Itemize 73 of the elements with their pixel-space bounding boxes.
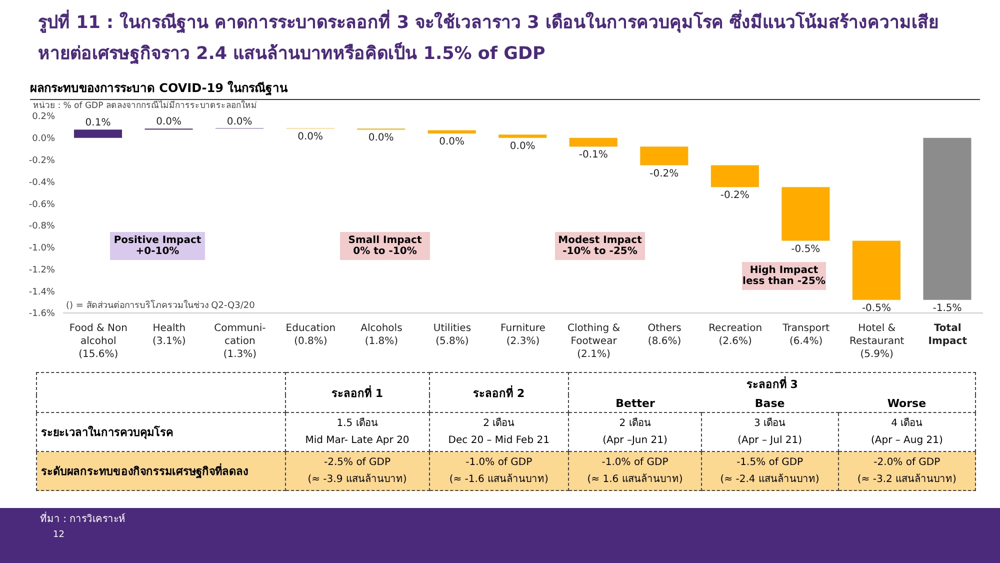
category-label: ระลอกที่ 1 bbox=[286, 372, 429, 412]
y-tick-label: -0.8% bbox=[28, 222, 56, 232]
text: 1.5 เดือน Mid Mar- Late Apr 20 bbox=[305, 418, 410, 446]
x-tick-label: Utilities (5.8%) bbox=[433, 323, 472, 347]
data-label: 0.0% bbox=[368, 132, 394, 144]
data-label: 0.0% bbox=[226, 116, 252, 128]
x-tick-label: Total Impact bbox=[928, 323, 968, 347]
category-label: ระดับผลกระทบของกิจกรรมเศรษฐกิจที่ลดลง bbox=[41, 465, 248, 478]
category-label: Better bbox=[568, 395, 702, 412]
y-axis-title: หน่วย : % of GDP ลดลงจากกรณีไม่มีการระบาดระลอกใหม่ bbox=[33, 99, 257, 112]
text: -2.5% of GDP (≈ -3.9 แสนล้านบาท) bbox=[308, 457, 407, 485]
data-label: 0.0% bbox=[510, 140, 536, 152]
text: -1.0% of GDP (≈ -1.6 แสนล้านบาท) bbox=[449, 457, 548, 485]
bar bbox=[74, 130, 122, 138]
text: 3 เดือน (Apr – Jul 21) bbox=[738, 418, 802, 446]
bar bbox=[428, 130, 476, 134]
y-tick-label: -0.2% bbox=[28, 156, 56, 166]
annotation: Positive Impact +0-10% bbox=[110, 235, 205, 257]
bar bbox=[923, 138, 972, 300]
data-label: -0.1% bbox=[578, 150, 608, 161]
data-label: 0.0% bbox=[156, 116, 182, 128]
x-tick-label: Hotel & Restaurant (5.9%) bbox=[849, 323, 904, 360]
bar bbox=[782, 187, 830, 241]
text: 4 เดือน (Apr – Aug 21) bbox=[870, 418, 943, 446]
bar bbox=[569, 138, 618, 147]
x-tick-label: Recreation (2.6%) bbox=[708, 323, 762, 347]
data-label: -1.5% bbox=[932, 302, 962, 314]
y-tick-label: -1.2% bbox=[28, 265, 56, 276]
text: 2 เดือน (Apr –Jun 21) bbox=[602, 418, 668, 446]
x-tick-label: Furniture (2.3%) bbox=[500, 323, 546, 347]
x-tick-label: Food & Non alcohol (15.6%) bbox=[69, 323, 128, 360]
data-label: -0.5% bbox=[862, 302, 891, 314]
x-tick-label: Others (8.6%) bbox=[648, 323, 682, 347]
chart-title: รูปที่ 11 : ในกรณีฐาน คาดการระบาดระลอกที่ 3 จะใช้เวลาราว 3 เดือนในการควบคุมโรค ซึ่งมีแนวโน้มสร้างความเสียหายต่อเศรษฐกิจราว 2.4 แสนล้านบาทหรือคิดเป็น 1.5% of GDP bbox=[38, 8, 940, 66]
text: -2.0% of GDP (≈ -3.2 แสนล้านบาท) bbox=[857, 457, 956, 485]
category-label: Base bbox=[701, 395, 838, 412]
data-label: -0.2% bbox=[720, 190, 750, 202]
y-tick-label: -0.4% bbox=[28, 178, 56, 188]
x-tick-label: Clothing & Footwear (2.1%) bbox=[567, 323, 620, 360]
bar bbox=[640, 146, 688, 166]
data-label: 0.0% bbox=[439, 136, 465, 148]
text: -1.5% of GDP (≈ -2.4 แสนล้านบาท) bbox=[720, 457, 820, 485]
text: ระลอกที่ 3 bbox=[568, 372, 976, 395]
text: 12 bbox=[53, 530, 64, 540]
x-tick-label: Communi- cation (1.3%) bbox=[214, 323, 266, 360]
data-label: 0.1% bbox=[85, 118, 111, 129]
bar bbox=[710, 165, 759, 188]
annotation: () = สัดส่วนต่อการบริโภครวมในช่วง Q2-Q3/20 bbox=[66, 298, 255, 312]
x-tick-label: Health (3.1%) bbox=[152, 323, 186, 347]
chart-subtitle: ผลกระทบของการระบาด COVID-19 ในกรณีฐาน bbox=[30, 78, 980, 100]
data-label: 0.0% bbox=[298, 132, 324, 143]
x-tick-label: Alcohols (1.8%) bbox=[360, 323, 402, 347]
y-tick-label: 0.2% bbox=[32, 112, 56, 122]
x-tick-label: Transport (6.4%) bbox=[782, 323, 830, 347]
y-tick-label: -0.6% bbox=[28, 200, 56, 210]
text: -1.0% of GDP (≈ 1.6 แสนล้านบาท) bbox=[587, 457, 683, 485]
annotation: Modest Impact -10% to -25% bbox=[555, 235, 645, 257]
bar bbox=[498, 134, 547, 138]
data-label: -0.2% bbox=[650, 168, 679, 180]
category-label: Worse bbox=[838, 395, 976, 412]
annotation: Small Impact 0% to -10% bbox=[340, 235, 430, 257]
y-tick-label: -1.0% bbox=[28, 244, 56, 254]
y-tick-label: -1.4% bbox=[28, 287, 56, 298]
x-tick-label: Education (0.8%) bbox=[286, 323, 336, 347]
data-label: -0.5% bbox=[791, 244, 820, 255]
bar bbox=[852, 240, 900, 300]
y-tick-label: 0.0% bbox=[32, 134, 56, 144]
text: 2 เดือน Dec 20 – Mid Feb 21 bbox=[448, 418, 550, 446]
text: ที่มา : การวิเคราะห์ bbox=[40, 511, 126, 526]
category-label: ระลอกที่ 2 bbox=[429, 372, 569, 412]
annotation: High Impact less than -25% bbox=[742, 265, 826, 287]
y-tick-label: -1.6% bbox=[28, 309, 56, 320]
category-label: ระยะเวลาในการควบคุมโรค bbox=[41, 426, 173, 439]
